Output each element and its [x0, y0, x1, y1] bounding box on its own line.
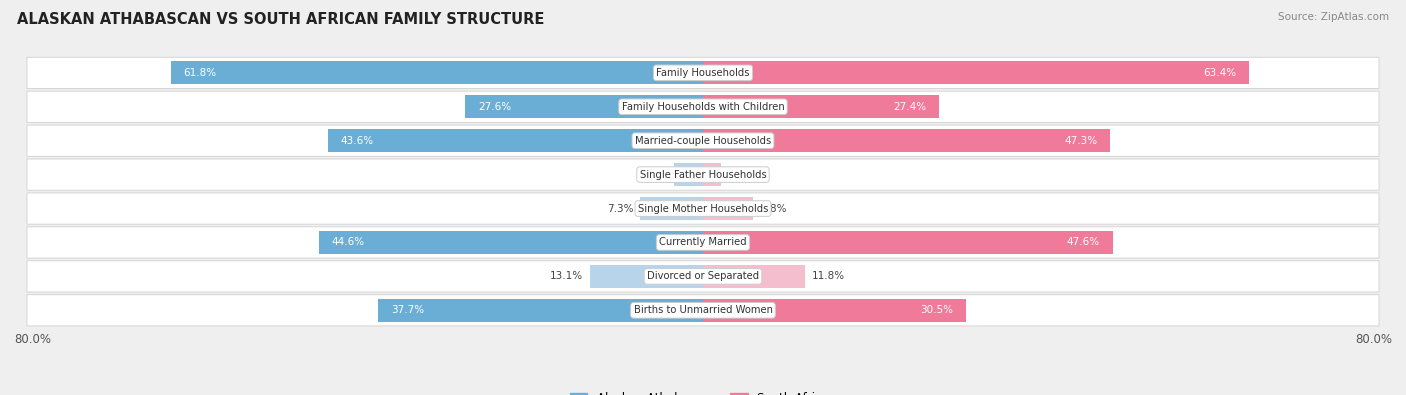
- FancyBboxPatch shape: [27, 159, 1379, 190]
- Bar: [703, 299, 966, 322]
- Text: 2.1%: 2.1%: [728, 169, 755, 180]
- FancyBboxPatch shape: [27, 227, 1379, 258]
- Text: 30.5%: 30.5%: [920, 305, 953, 315]
- FancyBboxPatch shape: [27, 125, 1379, 156]
- Text: 37.7%: 37.7%: [391, 305, 425, 315]
- Bar: [591, 265, 703, 288]
- Bar: [703, 197, 754, 220]
- FancyBboxPatch shape: [27, 261, 1379, 292]
- Text: 11.8%: 11.8%: [811, 271, 845, 281]
- Text: 43.6%: 43.6%: [340, 136, 374, 146]
- FancyBboxPatch shape: [27, 91, 1379, 122]
- Bar: [703, 265, 804, 288]
- Legend: Alaskan Athabascan, South African: Alaskan Athabascan, South African: [569, 392, 837, 395]
- Text: 80.0%: 80.0%: [14, 333, 51, 346]
- Bar: [703, 61, 1249, 85]
- Text: 3.4%: 3.4%: [640, 169, 666, 180]
- Text: Single Mother Households: Single Mother Households: [638, 203, 768, 214]
- Text: 80.0%: 80.0%: [1355, 333, 1392, 346]
- Bar: [703, 163, 721, 186]
- Bar: [465, 95, 703, 118]
- Bar: [319, 231, 703, 254]
- FancyBboxPatch shape: [27, 57, 1379, 88]
- Text: Family Households: Family Households: [657, 68, 749, 78]
- Text: 44.6%: 44.6%: [332, 237, 366, 247]
- Text: Divorced or Separated: Divorced or Separated: [647, 271, 759, 281]
- Bar: [170, 61, 703, 85]
- Text: Currently Married: Currently Married: [659, 237, 747, 247]
- Bar: [703, 129, 1111, 152]
- Bar: [673, 163, 703, 186]
- Bar: [703, 231, 1114, 254]
- Bar: [378, 299, 703, 322]
- FancyBboxPatch shape: [27, 193, 1379, 224]
- Bar: [640, 197, 703, 220]
- Text: ALASKAN ATHABASCAN VS SOUTH AFRICAN FAMILY STRUCTURE: ALASKAN ATHABASCAN VS SOUTH AFRICAN FAMI…: [17, 12, 544, 27]
- Bar: [328, 129, 703, 152]
- FancyBboxPatch shape: [27, 295, 1379, 326]
- Text: Source: ZipAtlas.com: Source: ZipAtlas.com: [1278, 12, 1389, 22]
- Text: 27.6%: 27.6%: [478, 102, 512, 112]
- Text: 47.6%: 47.6%: [1067, 237, 1099, 247]
- Text: Family Households with Children: Family Households with Children: [621, 102, 785, 112]
- Text: 13.1%: 13.1%: [550, 271, 583, 281]
- Text: 7.3%: 7.3%: [607, 203, 633, 214]
- Text: 61.8%: 61.8%: [184, 68, 217, 78]
- Text: 5.8%: 5.8%: [759, 203, 786, 214]
- Text: Births to Unmarried Women: Births to Unmarried Women: [634, 305, 772, 315]
- Text: Single Father Households: Single Father Households: [640, 169, 766, 180]
- Text: 47.3%: 47.3%: [1064, 136, 1098, 146]
- Text: Married-couple Households: Married-couple Households: [636, 136, 770, 146]
- Bar: [703, 95, 939, 118]
- Text: 27.4%: 27.4%: [893, 102, 927, 112]
- Text: 63.4%: 63.4%: [1204, 68, 1236, 78]
